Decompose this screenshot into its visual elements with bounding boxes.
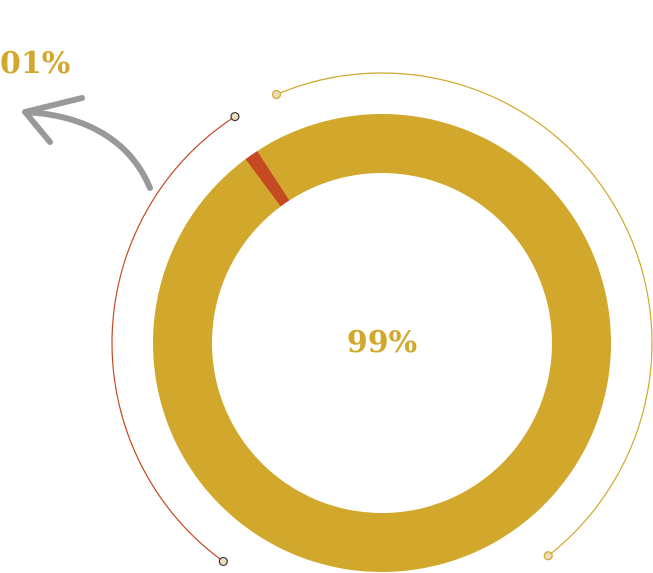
callout-percent-label: 01%	[0, 46, 70, 81]
major-arc-end-dot	[543, 551, 553, 561]
minor-arc-start-dot	[218, 556, 228, 567]
donut-ring	[153, 113, 612, 572]
decorative-arcs	[111, 72, 653, 567]
major-outer-arc	[276, 72, 653, 557]
major-arc-start-dot	[271, 89, 282, 100]
minor-outer-arc	[111, 116, 236, 562]
center-percent-label: 99%	[347, 325, 417, 360]
donut-slice-1	[245, 150, 290, 207]
minor-arc-end-dot	[230, 111, 240, 122]
callout-arrow-icon	[22, 95, 153, 191]
